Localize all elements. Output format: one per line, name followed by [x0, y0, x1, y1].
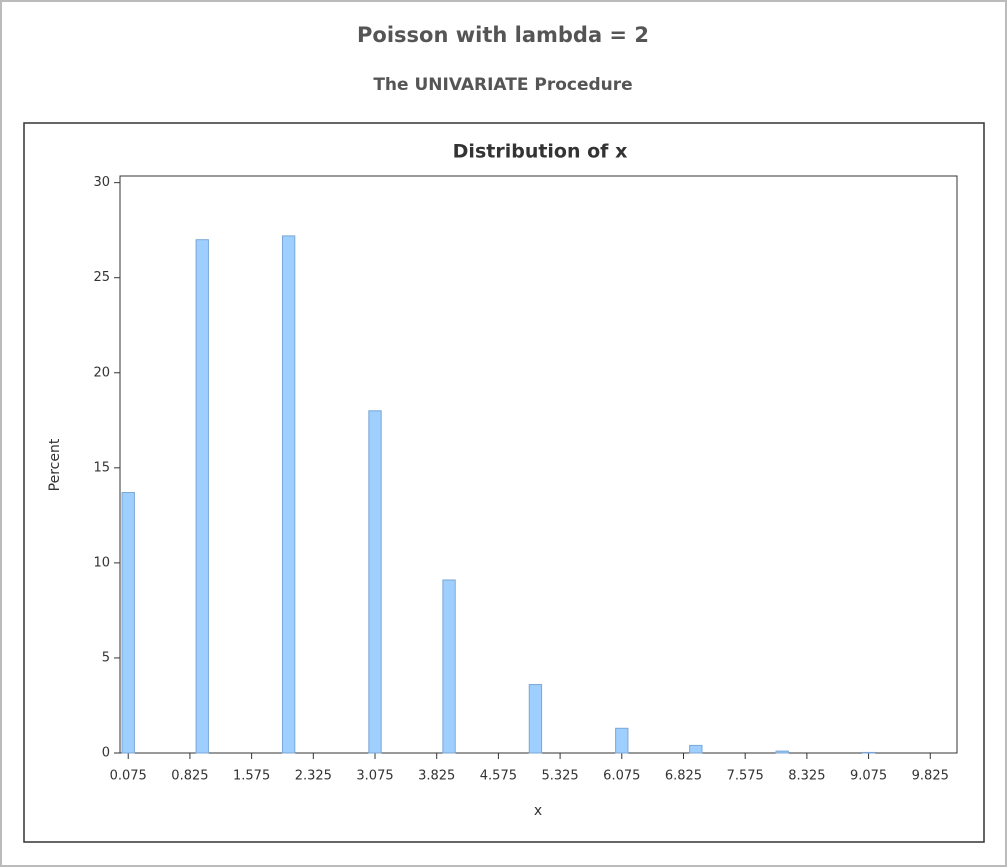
bar	[195, 239, 209, 754]
bar	[442, 579, 456, 754]
x-tick-label: 5.325	[541, 769, 578, 784]
bar	[775, 750, 789, 754]
x-tick-label: 1.575	[233, 769, 270, 784]
y-tick-label: 0	[102, 746, 110, 761]
chart-frame	[23, 122, 985, 843]
y-tick-label: 20	[93, 365, 110, 380]
bar	[528, 684, 543, 754]
x-tick-label: 3.075	[356, 769, 393, 784]
x-tick-label: 9.075	[850, 769, 887, 784]
bar	[615, 727, 629, 754]
x-tick-label: 0.075	[110, 769, 147, 784]
y-tick-label: 15	[93, 460, 110, 475]
x-tick-label: 4.575	[480, 769, 517, 784]
bar	[121, 492, 135, 754]
bar	[861, 751, 876, 754]
y-tick-label: 5	[102, 650, 110, 665]
page-subtitle: The UNIVARIATE Procedure	[373, 75, 632, 95]
x-tick-label: 0.825	[171, 769, 208, 784]
bar	[281, 235, 296, 754]
x-tick-label: 2.325	[295, 769, 332, 784]
bar	[368, 410, 382, 754]
y-axis-label: Percent	[47, 438, 63, 491]
x-tick-label: 6.825	[665, 769, 702, 784]
x-tick-label: 3.825	[418, 769, 455, 784]
y-tick-label: 25	[93, 270, 110, 285]
y-tick-label: 30	[93, 175, 110, 190]
x-tick-label: 8.325	[788, 769, 825, 784]
page-title: Poisson with lambda = 2	[357, 23, 649, 47]
y-tick-label: 10	[93, 555, 110, 570]
x-axis-label: x	[534, 803, 542, 819]
bar	[689, 744, 703, 754]
x-tick-label: 6.075	[603, 769, 640, 784]
x-tick-label: 7.575	[727, 769, 764, 784]
x-tick-label: 9.825	[912, 769, 949, 784]
chart-title: Distribution of x	[453, 141, 628, 163]
